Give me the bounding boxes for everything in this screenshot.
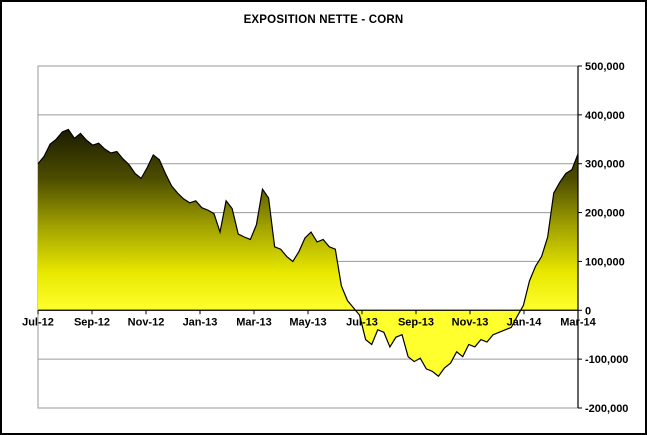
chart-title: EXPOSITION NETTE - CORN bbox=[243, 14, 404, 26]
x-axis-tick-label: Jan-13 bbox=[183, 316, 218, 328]
y-axis-tick-label: 200,000 bbox=[585, 208, 625, 220]
x-axis-tick-label: Nov-12 bbox=[128, 316, 165, 328]
y-axis-tick-label: 300,000 bbox=[585, 159, 625, 171]
y-axis-tick-label: 100,000 bbox=[585, 256, 625, 268]
area-series bbox=[38, 129, 578, 377]
x-axis-tick-label: Jul-13 bbox=[346, 316, 378, 328]
y-axis-tick-label: 500,000 bbox=[585, 61, 625, 73]
x-axis-tick-label: Nov-13 bbox=[452, 316, 489, 328]
y-axis-tick-label: -100,000 bbox=[585, 354, 628, 366]
x-axis-tick-label: Jan-14 bbox=[507, 316, 543, 328]
x-axis-tick-label: May-13 bbox=[289, 316, 326, 328]
y-axis-tick-label: 400,000 bbox=[585, 110, 625, 122]
x-axis-tick-label: Sep-13 bbox=[398, 316, 434, 328]
x-axis-tick-label: Jul-12 bbox=[22, 316, 54, 328]
x-axis-tick-label: Sep-12 bbox=[74, 316, 110, 328]
x-axis-tick-label: Mar-13 bbox=[236, 316, 271, 328]
y-axis-tick-label: 0 bbox=[585, 305, 591, 317]
y-axis-tick-label: -200,000 bbox=[585, 403, 628, 415]
series-line bbox=[37, 128, 579, 378]
